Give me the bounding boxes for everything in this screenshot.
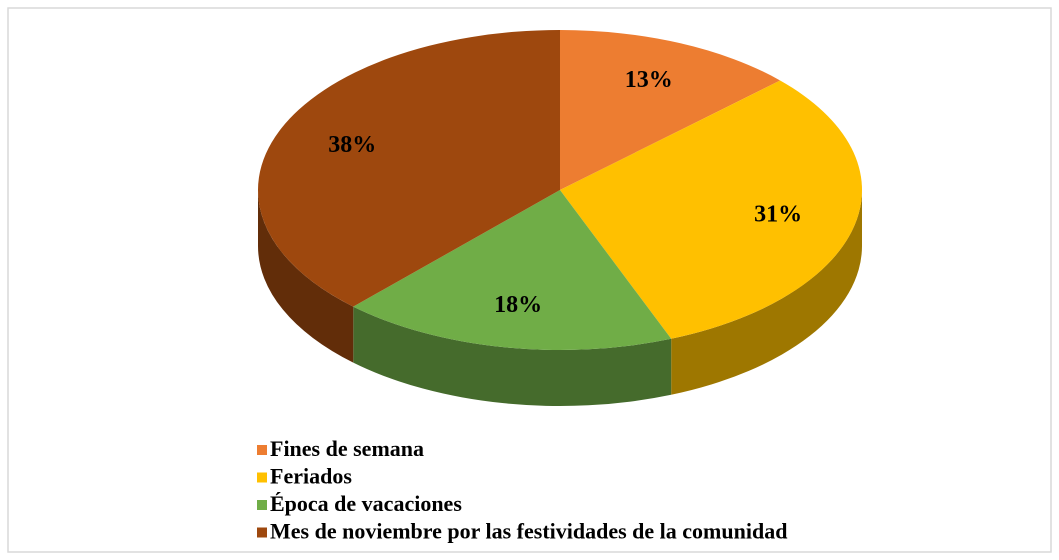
pie-slice bbox=[353, 190, 672, 351]
pie-side bbox=[671, 190, 863, 395]
legend-swatch bbox=[257, 500, 267, 510]
pie-slice bbox=[258, 30, 560, 307]
pie-side bbox=[353, 306, 672, 407]
data-label: 13% bbox=[625, 67, 673, 93]
data-label: 31% bbox=[754, 201, 802, 227]
legend-swatch bbox=[257, 527, 267, 538]
legend-swatch bbox=[257, 472, 267, 483]
pie-slice bbox=[560, 30, 781, 190]
data-label: 18% bbox=[494, 292, 542, 318]
legend-label: Mes de noviembre por las festividades de… bbox=[270, 519, 787, 544]
pie-slice bbox=[560, 80, 862, 339]
legend-label: Fines de semana bbox=[270, 436, 424, 461]
legend-label: Feriados bbox=[270, 464, 352, 489]
data-label: 38% bbox=[328, 132, 376, 158]
pie-side bbox=[258, 190, 354, 363]
legend-label: Época de vacaciones bbox=[270, 491, 462, 516]
legend-swatch bbox=[257, 445, 267, 455]
